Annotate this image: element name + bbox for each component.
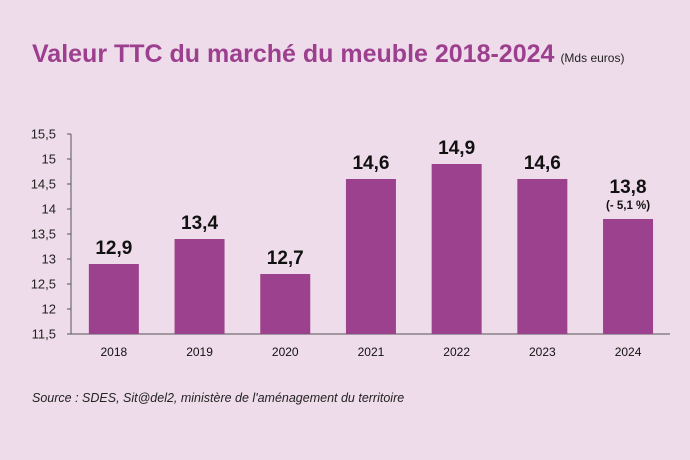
y-tick-label: 15,5 xyxy=(31,127,56,142)
x-tick-label: 2022 xyxy=(443,345,470,359)
data-label: 12,9 xyxy=(95,238,132,259)
bar-2020 xyxy=(260,274,311,334)
data-label: 14,6 xyxy=(524,153,561,174)
x-tick-label: 2024 xyxy=(615,345,642,359)
unit-note: (Mds euros) xyxy=(560,51,625,65)
x-tick-label: 2020 xyxy=(272,345,299,359)
bar-2019 xyxy=(174,239,225,334)
bar-2024 xyxy=(603,219,654,334)
data-label: 12,7 xyxy=(267,248,304,269)
source-note: Source : SDES, Sit@del2, ministère de l'… xyxy=(32,391,405,405)
y-tick-label: 13,5 xyxy=(31,227,56,242)
bar-2022 xyxy=(431,164,482,334)
y-tick-label: 12 xyxy=(42,302,56,317)
data-label: 13,4 xyxy=(181,213,218,234)
bar-2023 xyxy=(517,179,568,334)
y-tick-label: 14 xyxy=(42,202,56,217)
x-tick-label: 2019 xyxy=(186,345,213,359)
x-tick-label: 2023 xyxy=(529,345,556,359)
y-tick-label: 11,5 xyxy=(32,327,56,342)
data-label: 14,6 xyxy=(352,153,389,174)
title-row: Valeur TTC du marché du meuble 2018-2024… xyxy=(32,40,624,69)
y-tick-label: 15 xyxy=(42,152,56,167)
chart-title: Valeur TTC du marché du meuble 2018-2024 xyxy=(32,40,555,68)
bar-2018 xyxy=(88,264,139,334)
data-label: 13,8 xyxy=(610,177,647,198)
y-tick-label: 12,5 xyxy=(31,277,56,292)
y-tick-label: 14,5 xyxy=(31,177,56,192)
bar-2021 xyxy=(345,179,396,334)
y-tick-label: 13 xyxy=(42,252,56,267)
annotation-label: (- 5,1 %) xyxy=(606,200,650,212)
data-label: 14,9 xyxy=(438,138,475,159)
x-tick-label: 2018 xyxy=(100,345,127,359)
x-tick-label: 2021 xyxy=(358,345,385,359)
